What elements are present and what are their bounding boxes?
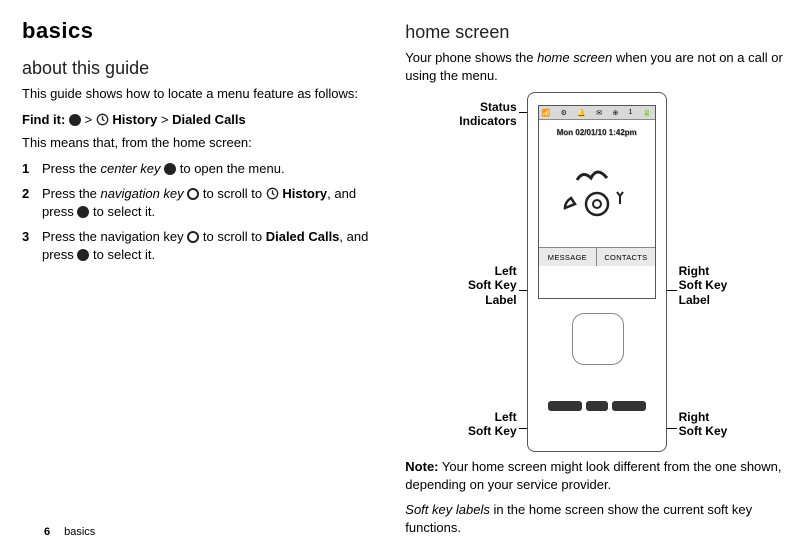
- gear-icon: ⚙: [561, 109, 567, 117]
- step-3-e: to select it.: [89, 247, 155, 262]
- step-2-num: 2: [22, 185, 34, 220]
- history-icon: [96, 113, 109, 126]
- note-prefix: Note:: [405, 459, 438, 474]
- step-2-b: navigation key: [101, 186, 184, 201]
- step-1-c: to open the menu.: [176, 161, 284, 176]
- history-icon: [266, 187, 279, 200]
- home-intro-a: Your phone shows the: [405, 50, 537, 65]
- center-key-icon: [77, 206, 89, 218]
- home-intro: Your phone shows the home screen when yo…: [405, 49, 788, 84]
- callout-right-softkey: Right Soft Key: [679, 410, 769, 439]
- step-3: 3 Press the navigation key to scroll to …: [22, 228, 375, 263]
- keypad-area: [538, 307, 656, 439]
- phone-body: 📶 ⚙ 🔔 ✉ ⊕ 1 🔋 Mon 02/01/10 1:42pm: [527, 92, 667, 452]
- note-body: Your home screen might look different fr…: [405, 459, 781, 492]
- step-3-num: 3: [22, 228, 34, 263]
- phone-screen: 📶 ⚙ 🔔 ✉ ⊕ 1 🔋 Mon 02/01/10 1:42pm: [538, 105, 656, 299]
- status-bar: 📶 ⚙ 🔔 ✉ ⊕ 1 🔋: [539, 106, 655, 120]
- find-history: History: [112, 112, 157, 127]
- status-number: 1: [629, 109, 633, 116]
- navigation-key-icon: [187, 188, 199, 200]
- bell-icon: 🔔: [577, 109, 586, 117]
- callout-status: Status Indicators: [427, 100, 517, 129]
- page-footer: 6 basics: [44, 526, 95, 538]
- battery-icon: 🔋: [643, 109, 652, 117]
- callout-right-softkey-label: Right Soft Key Label: [679, 264, 769, 307]
- step-1-num: 1: [22, 160, 34, 178]
- step-2: 2 Press the navigation key to scroll to …: [22, 185, 375, 220]
- steps-list: 1 Press the center key to open the menu.…: [22, 160, 375, 264]
- center-key-icon: [77, 249, 89, 261]
- right-soft-key: [612, 401, 646, 411]
- page-title: basics: [22, 18, 375, 44]
- status-icon: ⊕: [612, 109, 618, 117]
- step-2-a: Press the: [42, 186, 101, 201]
- step-1-b: center key: [101, 161, 161, 176]
- left-soft-key: [548, 401, 582, 411]
- heading-home: home screen: [405, 22, 788, 43]
- softkey-explain-a: Soft key labels: [405, 502, 490, 517]
- right-softkey-label: CONTACTS: [597, 248, 655, 266]
- center-key-icon: [164, 163, 176, 175]
- envelope-icon: ✉: [596, 109, 602, 117]
- step-3-a: Press the navigation key: [42, 229, 187, 244]
- page-number: 6: [44, 526, 50, 538]
- step-2-c: to scroll to: [199, 186, 265, 201]
- home-intro-b: home screen: [537, 50, 612, 65]
- softkey-row: MESSAGE CONTACTS: [539, 247, 655, 266]
- callout-left-softkey-label: Left Soft Key Label: [427, 264, 517, 307]
- heading-about: about this guide: [22, 58, 375, 79]
- phone-diagram: Status Indicators Left Soft Key Label Ri…: [427, 92, 767, 452]
- find-dialed: Dialed Calls: [172, 112, 246, 127]
- center-key-icon: [69, 114, 81, 126]
- left-softkey-label: MESSAGE: [539, 248, 598, 266]
- note-line: Note: Your home screen might look differ…: [405, 458, 788, 493]
- step-1: 1 Press the center key to open the menu.: [22, 160, 375, 178]
- find-prefix: Find it:: [22, 112, 65, 127]
- gt-1: >: [85, 112, 93, 127]
- step-1-a: Press the: [42, 161, 101, 176]
- step-3-c: Dialed Calls: [266, 229, 340, 244]
- intro-text: This guide shows how to locate a menu fe…: [22, 85, 375, 103]
- step-2-d: History: [282, 186, 327, 201]
- gt-2: >: [161, 112, 169, 127]
- center-hard-key: [586, 401, 608, 411]
- step-3-b: to scroll to: [199, 229, 265, 244]
- step-2-f: to select it.: [89, 204, 155, 219]
- dpad: [572, 313, 624, 365]
- callout-left-softkey: Left Soft Key: [427, 410, 517, 439]
- means-text: This means that, from the home screen:: [22, 134, 375, 152]
- wallpaper-icons: [539, 137, 655, 247]
- softkey-explain: Soft key labels in the home screen show …: [405, 501, 788, 536]
- footer-section: basics: [64, 526, 95, 538]
- find-it-line: Find it: > History > Dialed Calls: [22, 111, 375, 129]
- signal-icon: 📶: [542, 109, 551, 117]
- navigation-key-icon: [187, 231, 199, 243]
- date-time: Mon 02/01/10 1:42pm: [539, 128, 655, 137]
